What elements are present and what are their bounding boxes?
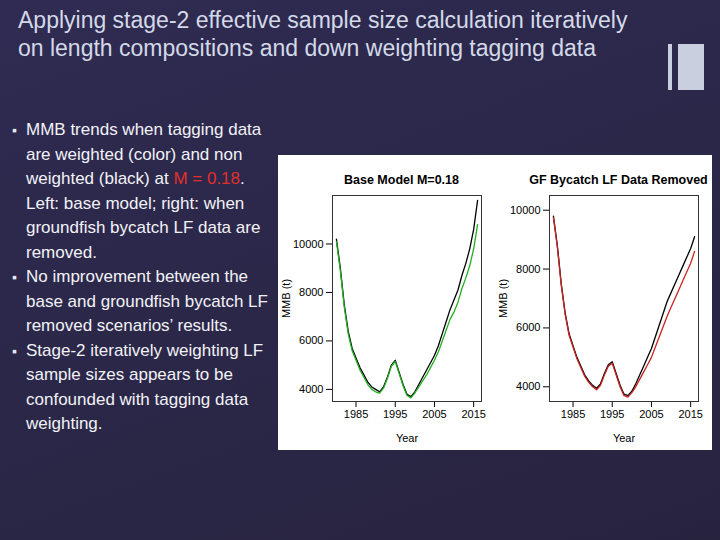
svg-text:2015: 2015 — [461, 408, 485, 420]
svg-text:2005: 2005 — [422, 408, 446, 420]
svg-text:1995: 1995 — [383, 408, 407, 420]
svg-text:MMB (t): MMB (t) — [497, 279, 509, 318]
svg-text:6000: 6000 — [299, 334, 323, 346]
svg-text:6000: 6000 — [516, 321, 540, 333]
svg-text:MMB (t): MMB (t) — [280, 279, 292, 318]
html-text:No improvement between the bas: No improvement between the base and grou… — [26, 267, 268, 335]
svg-text:4000: 4000 — [516, 380, 540, 392]
svg-text:1985: 1985 — [344, 408, 368, 420]
svg-text:4000: 4000 — [299, 383, 323, 395]
svg-text:10000: 10000 — [510, 204, 541, 216]
html-text:MMB trends when tagging data a: MMB trends when tagging data are weighte… — [26, 120, 262, 262]
svg-text:8000: 8000 — [299, 286, 323, 298]
svg-text:1995: 1995 — [600, 408, 624, 420]
svg-text:Year: Year — [613, 432, 636, 444]
html-text:Applying stage-2 effective sam: Applying stage-2 effective sample size c… — [18, 7, 628, 61]
html-text:GF Bycatch LF Data Removed: GF Bycatch LF Data Removed — [529, 173, 708, 187]
svg-text:2015: 2015 — [678, 408, 702, 420]
svg-text:Year: Year — [396, 432, 419, 444]
svg-text:8000: 8000 — [516, 263, 540, 275]
svg-text:10000: 10000 — [293, 237, 324, 249]
svg-text:1985: 1985 — [561, 408, 585, 420]
html-text:Stage-2 iteratively weighting: Stage-2 iteratively weighting LF sample … — [26, 340, 264, 433]
svg-text:2005: 2005 — [639, 408, 663, 420]
html-text:Base Model M=0.18: Base Model M=0.18 — [344, 173, 459, 187]
